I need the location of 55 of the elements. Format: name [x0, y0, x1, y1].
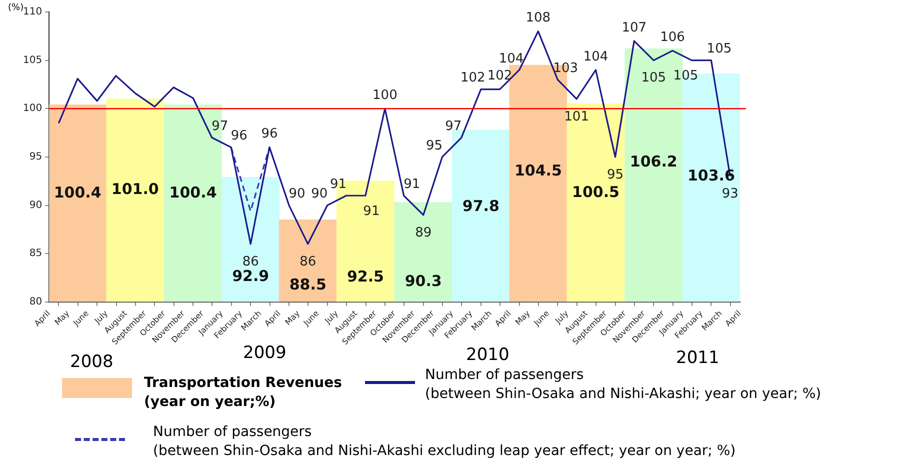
data-label: 90 [288, 186, 306, 202]
data-label: 104 [583, 49, 608, 64]
data-label: 95 [426, 138, 442, 154]
text: 2010 [466, 345, 510, 365]
y-tick-label: 105 [22, 54, 42, 66]
data-label: 100 [372, 88, 398, 104]
data-label: 92.5 [346, 268, 384, 286]
data-label: 97 [212, 119, 228, 134]
data-label: 108 [526, 10, 551, 26]
text: 2011 [676, 348, 720, 368]
y-tick-label: 80 [29, 296, 42, 308]
data-label: 89 [415, 225, 432, 240]
data-label: 106 [660, 30, 685, 46]
legend-label: Number of passengers (between Shin-Osaka and Nishi-Akashi; year on year; %) [425, 367, 822, 404]
y-tick-label: 95 [29, 152, 42, 163]
data-label: 100.4 [54, 183, 102, 202]
legend-label: Transportation Revenues (year on year;%) [144, 374, 342, 412]
data-label: 88.5 [289, 275, 326, 294]
data-label: 105 [706, 42, 732, 57]
data-label: 91 [404, 177, 420, 192]
data-label: 86 [300, 254, 316, 270]
data-label: 103 [553, 61, 578, 76]
data-label: 101.0 [111, 180, 159, 198]
data-label: 91 [330, 177, 347, 192]
y-tick-label: 90 [29, 200, 42, 211]
data-label: 90.3 [404, 272, 442, 290]
data-label: 97.8 [462, 197, 500, 216]
data-label: 102 [460, 70, 486, 86]
text: 2009 [243, 343, 286, 363]
data-label: 104.5 [514, 162, 562, 180]
data-label: 102 [487, 68, 512, 84]
data-label: 105 [641, 70, 666, 86]
data-label: 92.9 [232, 266, 270, 285]
data-label: 86 [242, 254, 259, 270]
data-label: 101 [564, 109, 589, 124]
y-axis-title: (%) [8, 3, 24, 13]
data-label: 107 [622, 20, 647, 36]
data-label: 93 [722, 186, 738, 202]
data-label: 90 [311, 186, 328, 202]
data-label: 100.5 [572, 182, 620, 201]
data-label: 103.6 [687, 166, 735, 184]
y-tick-label: 110 [22, 6, 42, 18]
data-label: 95 [606, 167, 624, 182]
data-label: 100.4 [169, 183, 217, 202]
text: 2008 [70, 352, 114, 372]
data-label: 97 [445, 119, 462, 134]
y-tick-label: 85 [29, 248, 42, 260]
data-label: 96 [261, 126, 278, 142]
data-label: 96 [230, 128, 248, 144]
data-label: 106.2 [630, 152, 678, 171]
data-label: 105 [673, 68, 698, 84]
data-label: 91 [363, 204, 380, 220]
data-label: 104 [498, 51, 524, 66]
legend-label: Number of passengers (between Shin-Osaka and Nishi-Akashi excluding leap year effect; year on year; %) [153, 423, 736, 461]
y-tick-label: 100 [22, 103, 42, 114]
